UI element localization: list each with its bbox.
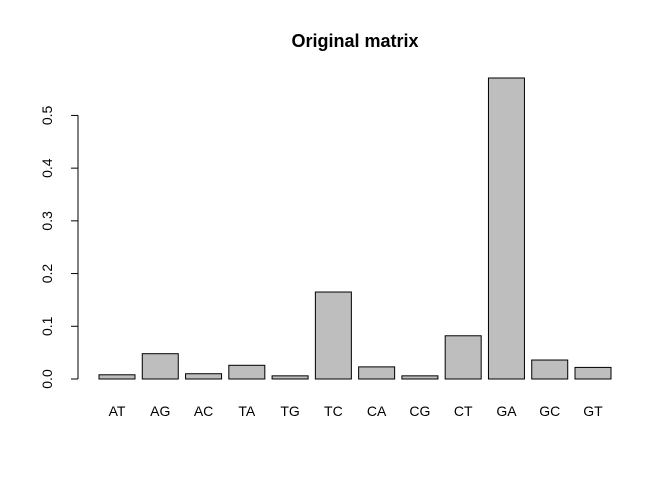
x-tick-label: CT: [454, 403, 473, 419]
x-axis-labels: AT AG AC TA TG TC CA CG CT GA GC GT: [109, 403, 604, 419]
x-tick-label: AT: [109, 403, 126, 419]
y-tick-label: 0.0: [39, 369, 55, 389]
x-tick-label: GA: [496, 403, 517, 419]
x-tick-label: TA: [238, 403, 256, 419]
x-tick-label: AG: [150, 403, 170, 419]
bar-GT: [574, 366, 612, 380]
bar-GC: [531, 359, 569, 380]
chart-title: Original matrix: [291, 31, 418, 51]
bar-CA: [358, 366, 396, 380]
x-tick-label: TG: [280, 403, 299, 419]
x-tick-label: GT: [583, 403, 603, 419]
x-tick-label: AC: [194, 403, 213, 419]
bar-TC: [314, 291, 352, 380]
bar-TA: [228, 364, 266, 380]
bars: [98, 77, 612, 380]
bar-CG: [401, 375, 439, 380]
x-tick-label: CG: [409, 403, 430, 419]
x-tick-label: CA: [367, 403, 387, 419]
y-axis: 0.0 0.1 0.2 0.3 0.4 0.5: [39, 105, 79, 389]
y-tick-label: 0.5: [39, 105, 55, 125]
y-tick-label: 0.3: [39, 211, 55, 231]
y-tick-label: 0.4: [39, 158, 55, 178]
x-tick-label: GC: [539, 403, 560, 419]
bar-AC: [185, 373, 223, 380]
bar-GA: [487, 77, 525, 380]
y-tick-label: 0.1: [39, 316, 55, 336]
bar-AT: [98, 374, 136, 380]
y-tick-label: 0.2: [39, 264, 55, 284]
x-tick-label: TC: [324, 403, 343, 419]
bar-AG: [141, 353, 179, 380]
bar-TG: [271, 375, 309, 380]
bar-CT: [444, 335, 482, 380]
